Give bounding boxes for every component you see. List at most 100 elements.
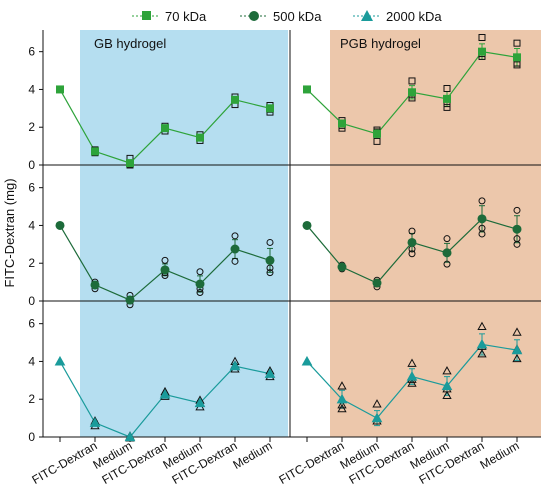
mean-point (477, 214, 487, 224)
y-axis-title: FITC-Dextran (mg) (2, 178, 17, 287)
replicate-point (408, 77, 416, 85)
y-tick-label: 0 (28, 430, 35, 444)
mean-point (511, 344, 523, 355)
mean-point (89, 417, 101, 427)
x-tick-labels: FITC-DextranMediumFITC-DextranMediumFITC… (30, 438, 522, 486)
mean-point (161, 124, 169, 133)
legend-label-500kda: 500 kDa (273, 9, 322, 24)
legend-label-70kda: 70 kDa (165, 9, 207, 24)
y-tick-label: 0 (28, 158, 35, 172)
replicate-point (443, 85, 451, 92)
mean-point (159, 388, 171, 399)
mean-point (338, 119, 346, 128)
group-label-pgb: PGB hydrogel (340, 36, 421, 51)
mean-point (160, 265, 170, 275)
mean-point (91, 147, 99, 156)
replicate-point (161, 256, 169, 264)
mean-point (408, 88, 416, 97)
x-tick-label: Medium (231, 438, 275, 471)
mean-point (372, 278, 382, 288)
mean-point (264, 368, 276, 378)
mean-point (442, 248, 452, 258)
replicate-point (477, 349, 487, 358)
y-tick-label: 4 (28, 354, 35, 368)
x-tick-label: FITC-Dextran (277, 438, 347, 486)
y-tick-label: 2 (28, 120, 35, 134)
y-tick-label: 6 (28, 181, 35, 195)
mean-point (230, 244, 240, 254)
mean-point (125, 295, 135, 305)
mean-point (302, 220, 312, 230)
replicate-point (407, 358, 417, 367)
legend-entry-70kda: 70 kDa (132, 9, 207, 24)
replicate-point (196, 289, 204, 296)
replicate-point (442, 366, 452, 375)
replicate-point (443, 103, 451, 111)
mean-point (231, 95, 239, 104)
x-tick-label: FITC-Dextran (30, 438, 100, 486)
replicate-point (231, 232, 239, 240)
mean-point (337, 262, 347, 272)
y-tick-label: 6 (28, 45, 35, 59)
y-tick-label: 4 (28, 218, 35, 232)
replicate-point (337, 400, 347, 409)
replicate-point (408, 227, 416, 235)
mean-point (373, 129, 381, 138)
mean-point (124, 431, 136, 442)
replicate-point (408, 250, 416, 258)
replicate-point (513, 206, 521, 214)
mean-point (194, 397, 206, 408)
replicate-point (373, 137, 381, 145)
legend: 70 kDa 500 kDa 2000 kDa (132, 9, 442, 24)
y-tick-label: 0 (28, 294, 35, 308)
mean-point (195, 279, 205, 289)
mean-point (512, 224, 522, 234)
y-tick-label: 4 (28, 82, 35, 96)
mean-point (443, 94, 451, 103)
replicate-point (266, 264, 274, 272)
mean-point (90, 280, 100, 290)
replicate-point (337, 381, 347, 390)
replicate-point (478, 224, 486, 232)
mean-point (266, 104, 274, 113)
replicate-point (231, 257, 239, 265)
mean-point (55, 220, 65, 230)
x-tick-label: Medium (478, 438, 522, 471)
y-tick-label: 6 (28, 317, 35, 331)
mean-point (265, 255, 275, 265)
replicate-point (478, 197, 486, 205)
mean-point (476, 338, 488, 349)
legend-entry-500kda: 500 kDa (240, 9, 322, 24)
mean-point (196, 133, 204, 142)
group-label-gb: GB hydrogel (94, 36, 166, 51)
axes: 0 2 4 6 0 2 4 6 0 2 4 6 (28, 30, 541, 444)
replicate-point (266, 269, 274, 277)
group-backgrounds (80, 30, 541, 437)
mean-point (56, 85, 64, 94)
series (54, 34, 523, 442)
mean-point (407, 237, 417, 247)
y-tick-label: 2 (28, 392, 35, 406)
mean-point (301, 355, 313, 366)
replicate-point (477, 321, 487, 331)
mean-point (303, 85, 311, 94)
mean-point (54, 355, 66, 366)
replicate-point (266, 238, 274, 246)
mean-point (406, 371, 418, 381)
legend-entry-2000kda: 2000 kDa (353, 9, 442, 24)
mean-point (478, 47, 486, 56)
group-background-pgb (330, 30, 541, 437)
replicate-point (372, 399, 382, 408)
y-tick-label: 2 (28, 256, 35, 270)
replicate-point (512, 353, 522, 363)
replicate-point (443, 235, 451, 243)
mean-point (513, 53, 521, 62)
mean-point (371, 412, 383, 423)
replicate-point (513, 39, 521, 47)
mean-point (441, 380, 453, 391)
replicate-point (478, 34, 486, 41)
replicate-point (443, 260, 451, 268)
replicate-point (442, 390, 452, 399)
legend-label-2000kda: 2000 kDa (386, 9, 442, 24)
